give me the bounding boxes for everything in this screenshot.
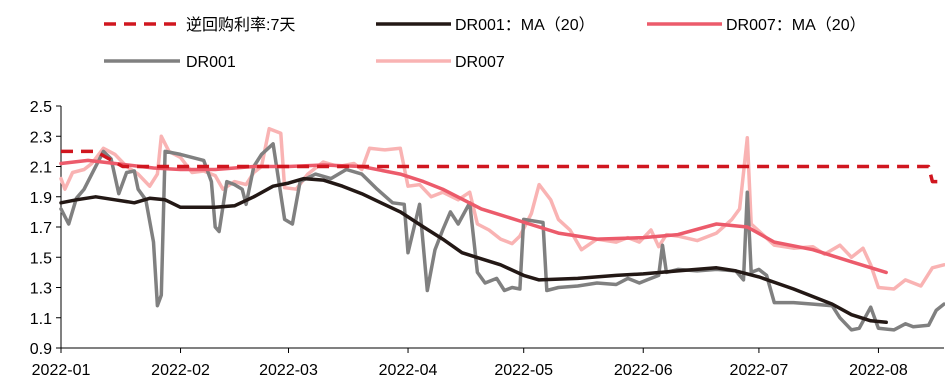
series-line-0 [61, 149, 944, 184]
y-tick-label: 1.7 [30, 220, 52, 237]
x-tick-label: 2022-04 [379, 362, 438, 379]
series-line-2 [59, 158, 888, 275]
y-tick-label: 1.1 [30, 311, 52, 328]
legend-label-dr001-ma20: DR001：MA（20） [455, 16, 595, 34]
legend-label-reverse-repo: 逆回购利率:7天 [186, 16, 295, 34]
y-tick-label: 1.9 [30, 190, 52, 207]
legend: 逆回购利率:7天 DR001：MA（20） DR007：MA（20） DR001… [104, 16, 866, 71]
legend-item-dr001: DR001 [104, 54, 236, 71]
series-layer [59, 126, 945, 332]
x-tick-label: 2022-08 [849, 362, 908, 379]
y-tick-label: 1.5 [30, 250, 52, 267]
x-tick-label: 2022-01 [32, 362, 91, 379]
x-axis: 2022-01 2022-02 2022-03 2022-04 2022-05 2022-… [32, 347, 944, 379]
y-tick-label: 2.5 [30, 99, 52, 116]
y-axis: 0.9 1.1 1.3 1.5 1.7 1.9 2.1 2.3 2.5 [30, 99, 62, 358]
x-tick-label: 2022-03 [259, 362, 318, 379]
legend-label-dr007: DR007 [455, 54, 505, 71]
y-tick-label: 1.3 [30, 281, 52, 298]
legend-item-dr007-ma20: DR007：MA（20） [647, 16, 866, 34]
legend-item-dr001-ma20: DR001：MA（20） [376, 16, 595, 34]
series-line-4 [59, 126, 945, 291]
x-tick-label: 2022-07 [730, 362, 789, 379]
legend-label-dr007-ma20: DR007：MA（20） [726, 16, 866, 34]
x-tick-label: 2022-05 [494, 362, 553, 379]
y-tick-label: 2.3 [30, 129, 52, 146]
legend-item-dr007: DR007 [376, 54, 505, 71]
y-tick-label: 0.9 [30, 341, 52, 358]
series-line-1 [59, 176, 888, 325]
x-tick-label: 2022-02 [151, 362, 210, 379]
y-tick-label: 2.1 [30, 160, 52, 177]
x-tick-label: 2022-06 [614, 362, 673, 379]
legend-label-dr001: DR001 [186, 54, 236, 71]
legend-item-reverse-repo: 逆回购利率:7天 [104, 16, 295, 34]
